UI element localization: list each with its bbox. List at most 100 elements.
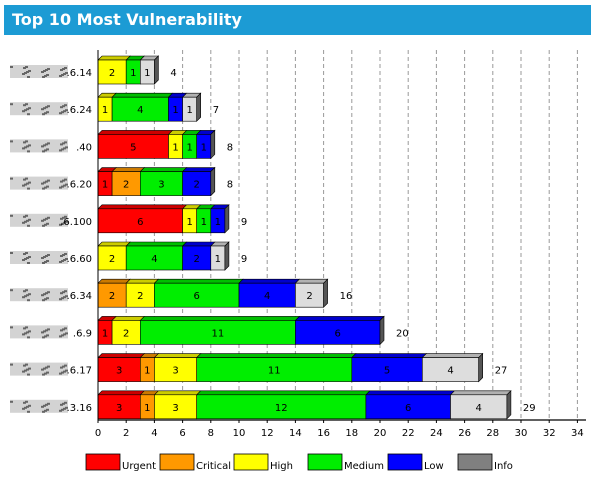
data-label: 4 [476, 403, 482, 414]
bar-segment-urgent: 1 [97, 316, 117, 345]
bar-total-label: 16 [340, 291, 353, 302]
data-label: 4 [151, 254, 157, 265]
legend-swatch [457, 453, 493, 471]
category-label: .6.14 [10, 65, 92, 79]
bar-segment-low: 6 [365, 390, 456, 420]
bar-segment-high: 3 [153, 353, 202, 382]
category-suffix: .6.14 [67, 68, 92, 79]
bar-total-label: 4 [170, 68, 176, 79]
bar-segment-medium: 4 [125, 241, 188, 271]
x-axis: 0 2 4 6 8 10 12 14 16 18 20 22 24 26 28 30 32 34 [95, 50, 586, 439]
bar-segment-medium: 11 [195, 353, 357, 382]
data-label: 5 [130, 142, 136, 153]
bar-side-face [210, 166, 216, 197]
bar-segment-high: 1 [167, 130, 188, 159]
bar-segment-low: 4 [238, 278, 301, 308]
x-tick-label: 22 [402, 428, 415, 439]
legend-swatch [233, 453, 269, 471]
bar-segment-critical: 2 [111, 167, 146, 196]
x-tick-label: 18 [345, 428, 358, 439]
bar-side-face [154, 55, 159, 85]
bar-side-face [478, 352, 484, 383]
category-suffix: .6.100 [60, 217, 92, 228]
bar-segment-low: 2 [181, 241, 216, 271]
data-label: 1 [144, 403, 150, 414]
x-tick-label: 30 [515, 428, 528, 439]
data-label: 1 [201, 142, 207, 153]
x-tick-label: 32 [543, 428, 556, 439]
bar-segment-urgent: 3 [97, 353, 146, 382]
data-label: 1 [172, 142, 178, 153]
x-tick-label: 0 [95, 428, 101, 439]
bar-segment-info: 1 [210, 241, 230, 271]
legend-label: Info [494, 461, 513, 472]
category-suffix: .6.20 [67, 180, 92, 191]
bar-segment-high: 2 [97, 55, 131, 85]
category-suffix: .6.9 [73, 328, 92, 339]
bar-series: 2 1 1 41 4 1 1 75 1 1 1 81 2 3 2 86 1 1 1 92 4 2 1 92 2 6 4 2 161 2 11… [97, 55, 536, 420]
category-suffix: .6.17 [67, 366, 92, 377]
bar-segment-high: 2 [111, 316, 146, 345]
x-tick-label: 2 [123, 428, 129, 439]
bar-side-face [210, 129, 216, 160]
data-label: 2 [109, 291, 115, 302]
data-label: 1 [186, 105, 192, 116]
data-label: 2 [109, 68, 115, 79]
x-tick-label: 10 [233, 428, 246, 439]
data-label: 6 [405, 403, 411, 414]
data-label: 11 [211, 328, 224, 339]
x-tick-label: 14 [289, 428, 302, 439]
bar-side-face [196, 92, 201, 122]
chart-title: Top 10 Most Vulnerability [4, 5, 591, 35]
category-suffix: .3.16 [67, 403, 92, 414]
x-tick-label: 6 [179, 428, 185, 439]
bar-total-label: 20 [396, 328, 409, 339]
data-label: 3 [116, 403, 122, 414]
data-label: 3 [172, 366, 178, 377]
legend-item-low: Low [387, 453, 444, 472]
data-label: 1 [186, 142, 192, 153]
x-tick-label: 4 [151, 428, 157, 439]
legend-label: Urgent [122, 461, 156, 472]
data-label: 3 [172, 403, 178, 414]
data-label: 2 [306, 291, 312, 302]
bar-segment-medium: 1 [195, 204, 216, 234]
bar-segment-low: 1 [195, 130, 216, 159]
bar-segment-high: 2 [125, 278, 160, 308]
legend-label: High [270, 461, 293, 472]
bar-segment-medium: 1 [181, 130, 202, 159]
data-label: 1 [215, 217, 221, 228]
data-label: 3 [158, 180, 164, 191]
bar-side-face [379, 315, 385, 346]
bar-segment-critical: 1 [139, 353, 160, 382]
bar-segment-info: 1 [181, 92, 202, 122]
bar-segment-medium: 12 [195, 390, 371, 420]
category-labels: .6.14 .6.24 .40 .6.20 .6.100 .6.60 .6.34 .6.9 .6… [10, 65, 92, 414]
data-label: 1 [144, 68, 150, 79]
bar-segment-info: 2 [294, 278, 329, 308]
category-suffix: .6.34 [67, 291, 92, 302]
legend-item-critical: Critical [159, 453, 231, 472]
bar-segment-high: 3 [153, 390, 202, 420]
x-tick-label: 24 [430, 428, 443, 439]
bar-segment-medium: 4 [111, 92, 174, 122]
bar-segment-info: 4 [421, 353, 484, 382]
bar-segment-urgent: 6 [97, 204, 188, 234]
bar-segment-high: 2 [97, 241, 131, 271]
data-label: 1 [102, 105, 108, 116]
data-label: 1 [102, 328, 108, 339]
category-label: .6.9 [10, 325, 92, 339]
legend-item-high: High [233, 453, 293, 472]
bar-segment-low: 1 [210, 204, 230, 234]
x-tick-label: 8 [208, 428, 214, 439]
category-label: .6.17 [10, 362, 92, 377]
data-label: 2 [123, 180, 129, 191]
x-tick-label: 26 [458, 428, 471, 439]
bar-segment-medium: 1 [125, 55, 146, 85]
category-suffix: .40 [76, 142, 92, 153]
bar-side-face [224, 204, 230, 234]
bar-segment-urgent: 5 [97, 130, 174, 159]
category-suffix: .6.60 [67, 254, 92, 265]
bar-segment-critical: 2 [97, 278, 131, 308]
category-suffix: .6.24 [67, 105, 92, 116]
